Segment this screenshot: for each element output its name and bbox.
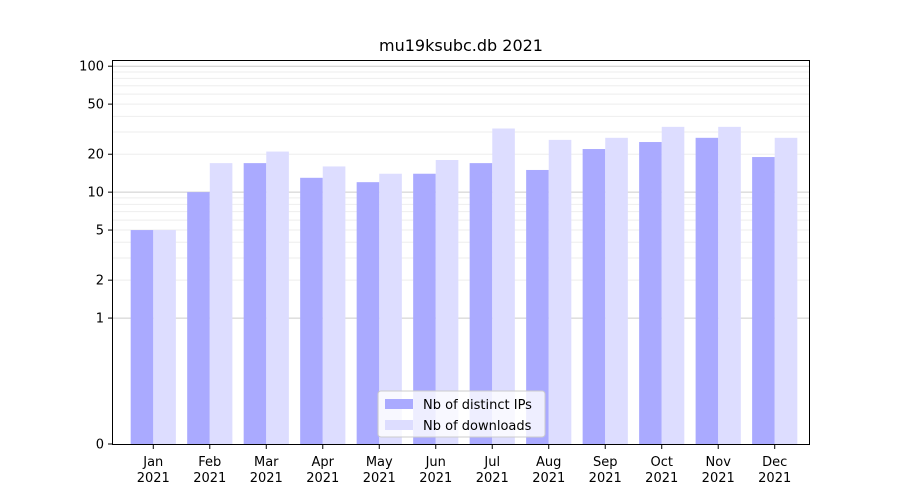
x-tick-label-month: Apr: [312, 455, 335, 470]
bar-ips-apr: [300, 177, 323, 444]
legend-swatch: [385, 420, 413, 430]
bar-ips-nov: [695, 137, 719, 444]
y-tick-label: 50: [87, 98, 104, 113]
x-tick-label-month: Nov: [706, 455, 732, 470]
x-tick-label-year: 2021: [758, 471, 791, 486]
bar-ips-sep: [582, 149, 606, 445]
x-tick-label-year: 2021: [137, 471, 170, 486]
y-tick-label: 1: [96, 312, 104, 327]
x-tick-label-month: May: [366, 455, 393, 470]
x-tick-label-year: 2021: [476, 471, 509, 486]
x-tick-label-year: 2021: [532, 471, 565, 486]
x-tick-label-year: 2021: [193, 471, 226, 486]
bar-ips-jan: [130, 230, 154, 444]
y-tick-label: 2: [96, 274, 104, 289]
x-tick-label-month: Sep: [593, 455, 618, 470]
bar-downloads-feb: [209, 163, 233, 444]
legend-box: [377, 390, 546, 438]
x-tick-label-month: Dec: [762, 455, 787, 470]
x-tick-label-year: 2021: [306, 471, 339, 486]
bar-ips-may: [356, 182, 380, 444]
y-tick-label: 20: [87, 148, 104, 163]
x-tick-label-year: 2021: [645, 471, 678, 486]
y-axis: 0 1 2 5 10 20 50 100: [79, 60, 113, 453]
x-axis: Jan2021Feb2021Mar2021Apr2021May2021Jun20…: [137, 444, 791, 486]
bar-downloads-oct: [661, 126, 685, 445]
y-tick-label: 5: [96, 224, 104, 239]
bar-ips-mar: [243, 163, 267, 444]
x-tick-label-month: Mar: [254, 455, 279, 470]
x-tick-label-year: 2021: [589, 471, 622, 486]
bar-downloads-mar: [266, 151, 289, 445]
bar-ips-jun: [413, 173, 436, 444]
x-tick-label-month: Jul: [483, 455, 500, 470]
legend-swatch: [385, 399, 413, 409]
x-tick-label-month: Oct: [650, 455, 672, 470]
x-tick-label-year: 2021: [363, 471, 396, 486]
legend-label: Nb of downloads: [423, 419, 532, 434]
y-tick-label: 100: [79, 60, 104, 75]
x-tick-label-month: Jan: [142, 455, 163, 470]
bar-ips-feb: [187, 192, 210, 444]
x-tick-label-month: Jun: [425, 455, 446, 470]
bar-downloads-dec: [774, 137, 798, 444]
y-tick-label: 0: [96, 438, 104, 453]
bar-ips-jul: [469, 163, 493, 444]
x-tick-label-month: Feb: [198, 455, 221, 470]
legend-label: Nb of distinct IPs: [423, 398, 532, 413]
bar-downloads-sep: [605, 137, 628, 444]
x-tick-label-month: Aug: [536, 455, 561, 470]
bar-ips-oct: [639, 142, 662, 444]
bar-ips-dec: [752, 157, 775, 444]
x-tick-label-year: 2021: [250, 471, 283, 486]
bar-downloads-may: [379, 173, 402, 444]
bar-downloads-jun: [435, 159, 459, 444]
x-tick-label-year: 2021: [419, 471, 452, 486]
bar-downloads-jul: [492, 128, 515, 444]
bar-downloads-aug: [548, 139, 572, 444]
chart-title: mu19ksubc.db 2021: [379, 36, 543, 55]
plot-frame: [112, 60, 810, 445]
legend: Nb of distinct IPs Nb of downloads: [377, 390, 546, 438]
bar-downloads-jan: [153, 230, 176, 444]
x-tick-label-year: 2021: [702, 471, 735, 486]
y-tick-label: 10: [87, 186, 104, 201]
bar-downloads-apr: [322, 166, 346, 444]
bars: [130, 126, 798, 445]
bar-downloads-nov: [718, 126, 741, 445]
bar-ips-aug: [526, 169, 549, 444]
